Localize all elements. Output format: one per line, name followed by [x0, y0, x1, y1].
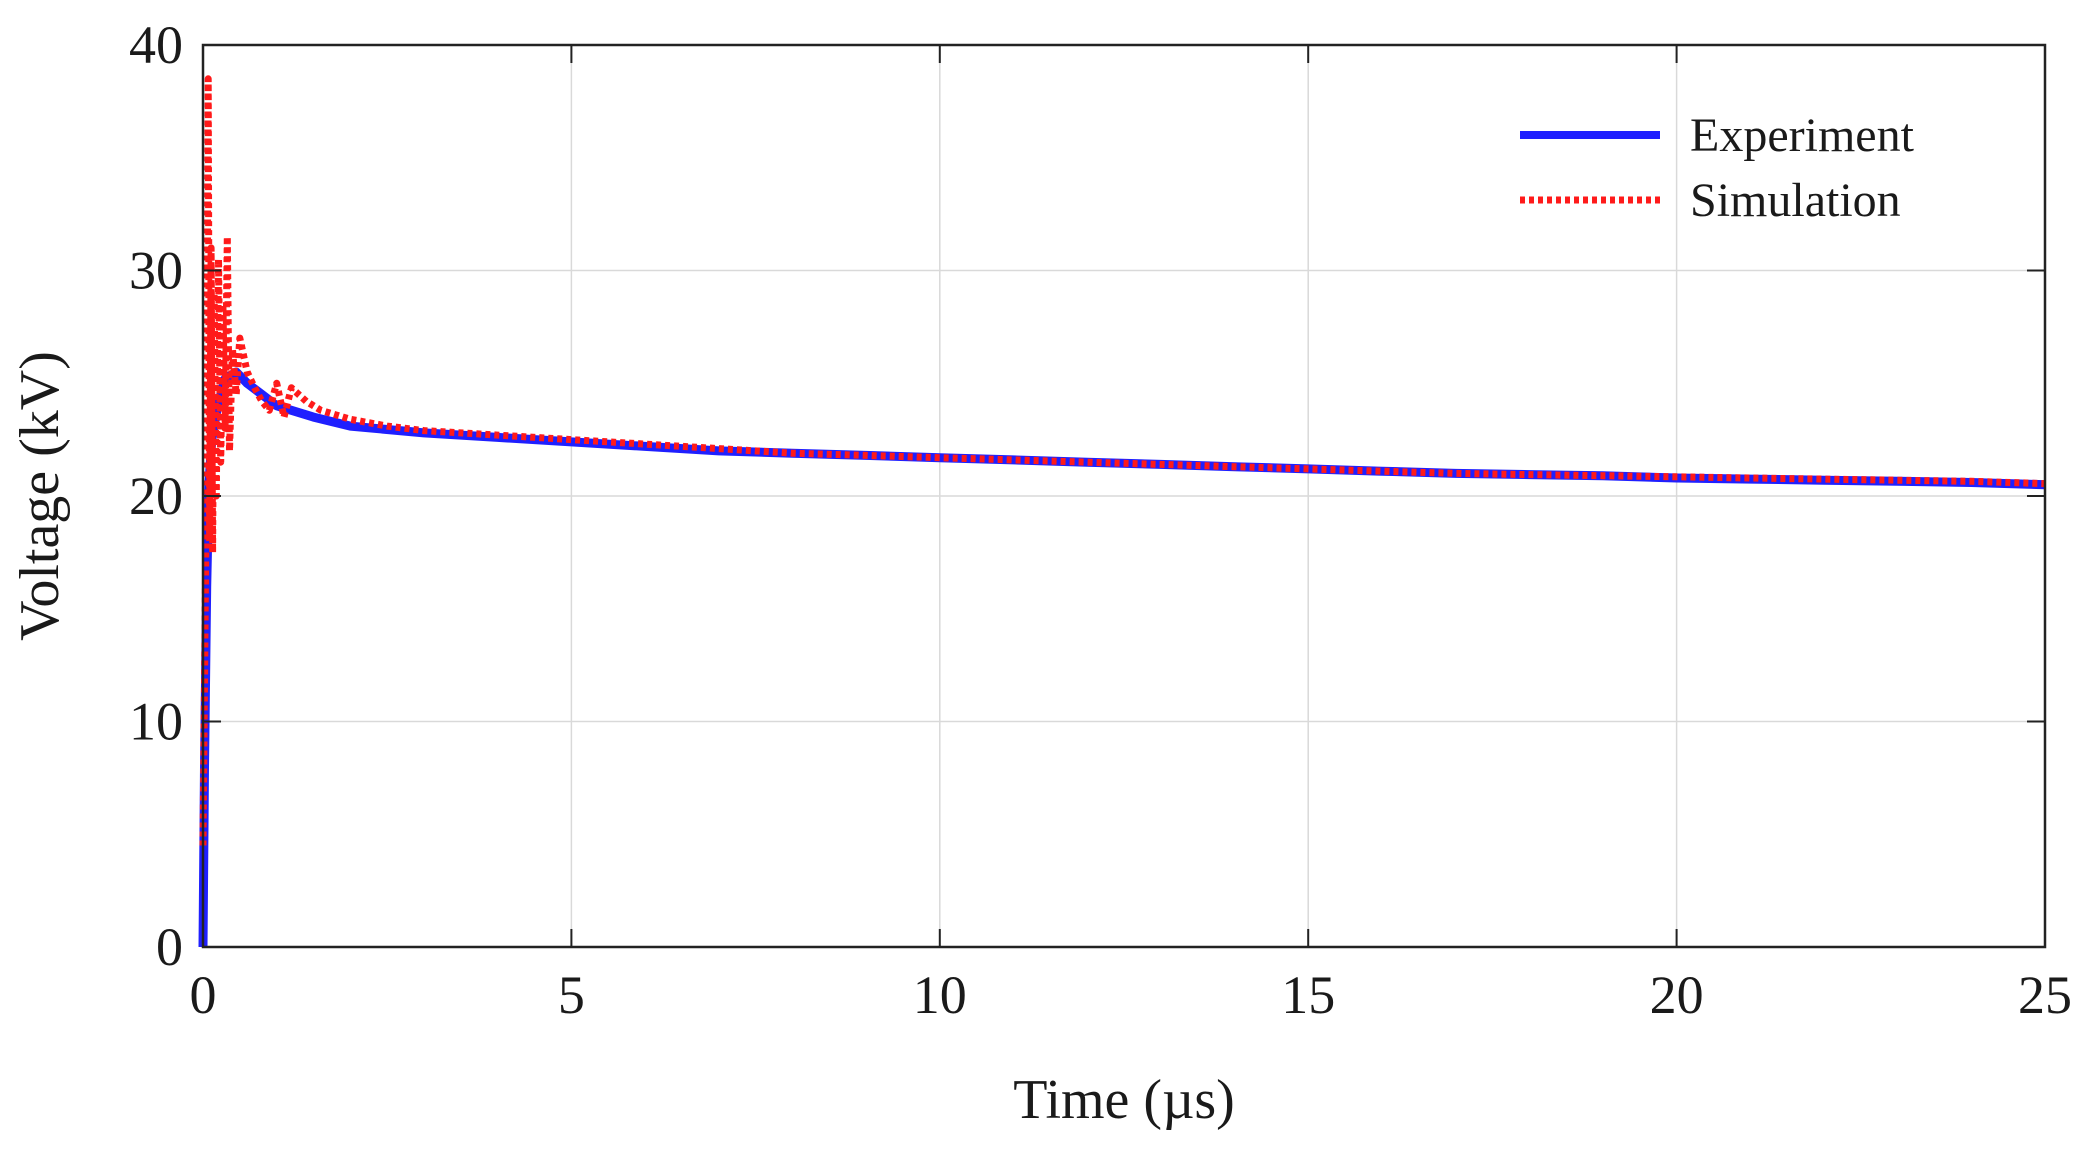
- x-tick-label: 0: [190, 965, 217, 1025]
- x-tick-label: 20: [1650, 965, 1704, 1025]
- legend-label-simulation: Simulation: [1690, 174, 1901, 227]
- x-tick-label: 10: [913, 965, 967, 1025]
- x-axis-label: Time (µs): [1013, 1069, 1235, 1131]
- series-line-simulation: [199, 75, 2046, 846]
- y-tick-label: 40: [129, 15, 183, 75]
- y-tick-label: 20: [129, 466, 183, 526]
- x-tick-label: 5: [558, 965, 585, 1025]
- legend: Experiment Simulation: [1520, 109, 1915, 227]
- x-tick-label: 15: [1281, 965, 1335, 1025]
- y-axis-label: Voltage (kV): [9, 351, 71, 641]
- y-tick-label: 0: [156, 917, 183, 977]
- series-line-experiment: [198, 367, 2046, 948]
- legend-label-experiment: Experiment: [1690, 109, 1915, 162]
- axis-ticks: 0 5 10 15 20 25 0 10 20 30 40: [129, 15, 2072, 1025]
- series-layer: [198, 75, 2046, 948]
- x-tick-label: 25: [2018, 965, 2072, 1025]
- y-tick-label: 10: [129, 692, 183, 752]
- y-tick-label: 30: [129, 241, 183, 301]
